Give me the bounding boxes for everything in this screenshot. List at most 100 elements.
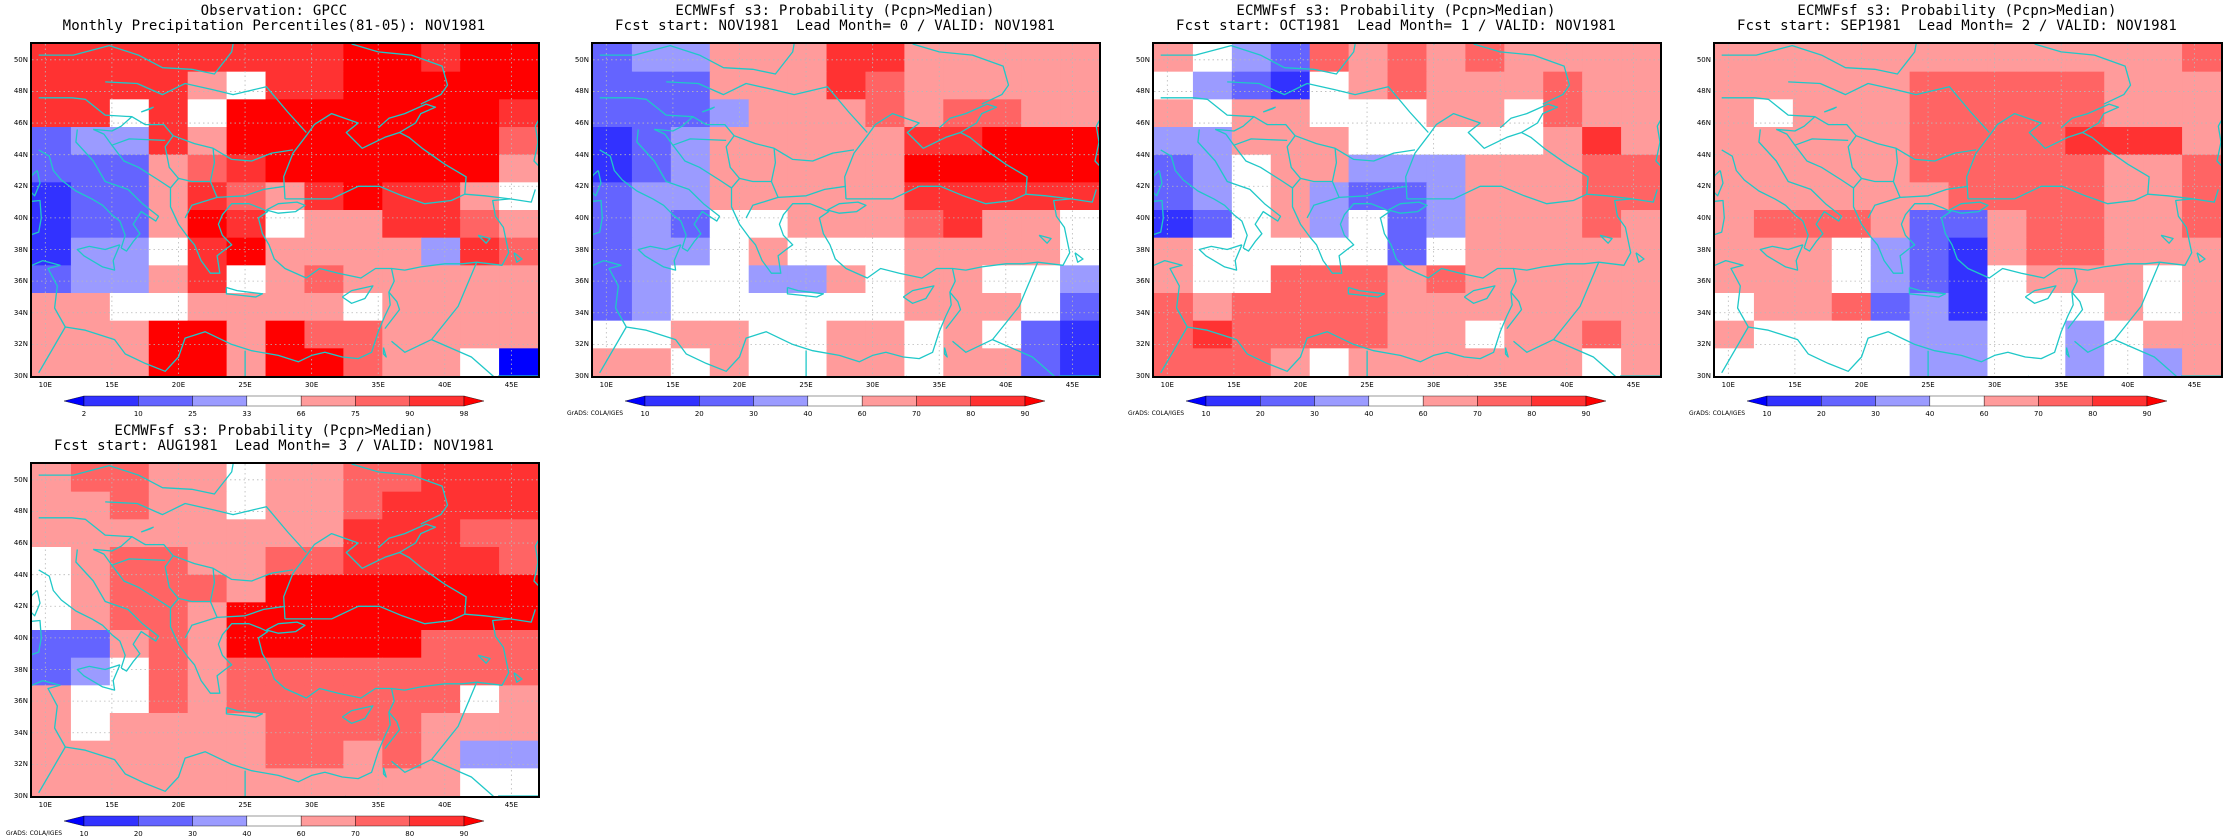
- grid-cell: [1465, 265, 1505, 294]
- grid-cell: [748, 44, 789, 73]
- colorbar-label: 10: [133, 410, 143, 418]
- grid-cell: [187, 574, 228, 603]
- grid-cell: [2182, 265, 2221, 294]
- grid-cell: [499, 630, 538, 659]
- coastline: [1262, 106, 1276, 113]
- coastline: [1721, 97, 1977, 162]
- grid-cell: [226, 99, 267, 128]
- grid-cell: [2026, 265, 2066, 294]
- grid-cell: [32, 657, 72, 686]
- colorbar-graphic: [1186, 395, 1606, 407]
- coastline: [513, 672, 523, 683]
- lon-tick-label: 35E: [371, 381, 385, 389]
- lat-tick-label: 36N: [1696, 277, 1711, 286]
- grid-cell: [1504, 71, 1544, 100]
- grid-cell: [2182, 44, 2221, 73]
- coastline: [377, 103, 437, 134]
- grid-cell: [1948, 71, 1989, 100]
- grid-cell: [2026, 237, 2066, 266]
- grid-cell: [421, 685, 461, 714]
- grid-cell: [304, 630, 344, 659]
- grid-cell: [1987, 293, 2027, 322]
- grid-cell: [1231, 237, 1272, 266]
- grid-cell: [304, 657, 344, 686]
- lat-tick-label: 38N: [574, 245, 589, 254]
- coastline: [786, 286, 825, 298]
- grid-cell: [1021, 265, 1061, 294]
- coastline: [2147, 193, 2194, 200]
- grid-cell: [1543, 293, 1583, 322]
- grid-cell: [1987, 71, 2027, 100]
- colorbar-segment: [463, 815, 484, 827]
- colorbar-segment: [138, 395, 193, 407]
- lon-tick-label: 35E: [2054, 381, 2068, 389]
- colorbar-segment: [753, 395, 809, 407]
- map-plot: [1713, 42, 2223, 378]
- lat-tick-label: 42N: [13, 182, 28, 191]
- grid-cell: [631, 293, 672, 322]
- grid-cell: [148, 630, 189, 659]
- grid-cell: [904, 237, 944, 266]
- grid-cell: [2104, 265, 2144, 294]
- grid-cell: [265, 348, 306, 376]
- grid-cell: [865, 154, 905, 183]
- grid-cell: [2026, 210, 2066, 239]
- grid-cell: [1621, 71, 1660, 100]
- grid-cell: [499, 713, 538, 742]
- grid-cell: [1909, 127, 1950, 156]
- coastline: [943, 347, 948, 358]
- colorbar-label: 66: [296, 410, 306, 418]
- grid-cell: [1543, 154, 1583, 183]
- grid-cell: [70, 237, 111, 266]
- colorbar-segment: [1585, 395, 1606, 407]
- grid-cell: [226, 713, 267, 742]
- colorbar-segment: [1477, 395, 1532, 407]
- coastline: [1154, 217, 1517, 372]
- grid-cell: [382, 630, 422, 659]
- grid-cell: [70, 348, 111, 376]
- grid-cell: [382, 464, 422, 493]
- grid-cell: [109, 320, 150, 349]
- coastline: [1160, 97, 1416, 162]
- coastline: [1197, 129, 1282, 252]
- grid-cell: [32, 574, 72, 603]
- panel-subtitle: Fcst start: NOV1981 Lead Month= 0 / VALI…: [614, 18, 1056, 34]
- grid-cell: [1987, 44, 2027, 73]
- grid-cell: [1582, 237, 1622, 266]
- colorbar-label: 20: [133, 830, 143, 838]
- grid-cell: [1309, 154, 1350, 183]
- grid-cell: [1753, 237, 1794, 266]
- colorbar-label: 70: [2033, 410, 2043, 418]
- coastline: [1776, 116, 1816, 132]
- grid-cell: [265, 44, 306, 73]
- grid-cell: [1426, 210, 1466, 239]
- lat-tick-label: 34N: [13, 728, 28, 737]
- map-panel-lead-2: ECMWFsf s3: Probability (Pcpn>Median) Fc…: [1687, 0, 2227, 420]
- coastline: [38, 326, 66, 374]
- grid-cell: [1582, 293, 1622, 322]
- colorbar-segment: [83, 815, 139, 827]
- grid-cell: [1192, 44, 1233, 73]
- panel-title: Observation: GPCC: [200, 3, 348, 19]
- grid-cell: [1021, 320, 1061, 349]
- grid-cell: [1948, 154, 1989, 183]
- coastline: [1094, 141, 1099, 167]
- colorbar-label: 40: [1364, 410, 1374, 418]
- grid-cell: [904, 293, 944, 322]
- grid-cell: [1270, 293, 1311, 322]
- grid-cell: [32, 293, 72, 322]
- grid-cell: [32, 491, 72, 520]
- grid-cell: [421, 154, 461, 183]
- coastline: [1949, 201, 1989, 214]
- coastline: [377, 523, 437, 554]
- lat-tick-label: 40N: [13, 633, 28, 642]
- grid-cell: [304, 154, 344, 183]
- grid-cell: [1831, 210, 1872, 239]
- grid-cell: [460, 491, 500, 520]
- grid-cell: [670, 154, 711, 183]
- colorbar-label: 10: [1201, 410, 1211, 418]
- colorbar-label: 98: [459, 410, 469, 418]
- grid-cell: [826, 154, 867, 183]
- colorbar-label: 90: [1581, 410, 1591, 418]
- grid-cell: [1753, 293, 1794, 322]
